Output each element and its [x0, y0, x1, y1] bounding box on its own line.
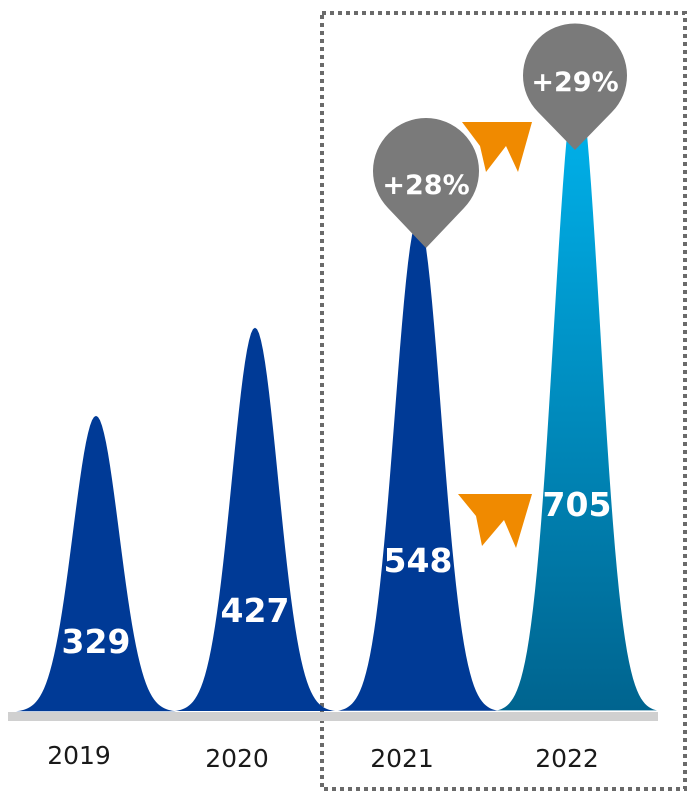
category-label-2020: 2020 — [205, 744, 269, 773]
peak-2021 — [338, 218, 498, 711]
growth-arrow-icon — [462, 122, 532, 172]
peak-2020 — [175, 327, 335, 711]
peaks-group — [16, 77, 657, 712]
baseline — [8, 712, 658, 721]
growth-label-2021: +28% — [382, 170, 469, 201]
growth-bubble-2021: +28% — [373, 118, 479, 248]
category-label-2021: 2021 — [370, 744, 434, 773]
value-label-2022: 705 — [543, 485, 612, 524]
growth-arrow-icon — [458, 494, 532, 548]
category-label-2022: 2022 — [535, 744, 599, 773]
peak-2022 — [497, 77, 657, 711]
map-pin-icon — [373, 118, 479, 248]
peak-2019 — [16, 415, 176, 712]
map-pin-icon — [523, 23, 627, 150]
growth-bubble-2022: +29% — [523, 23, 627, 150]
value-label-2020: 427 — [221, 591, 290, 630]
value-label-2021: 548 — [384, 541, 453, 580]
category-label-2019: 2019 — [47, 741, 111, 770]
highlight-frame — [320, 11, 687, 791]
value-label-2019: 329 — [62, 622, 131, 661]
growth-label-2022: +29% — [531, 67, 618, 98]
